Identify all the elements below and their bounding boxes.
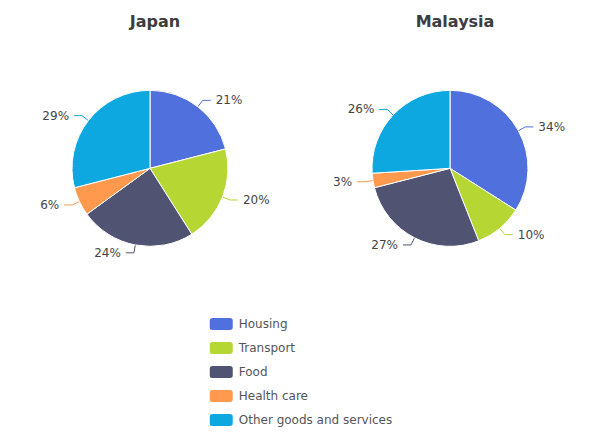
svg-text:6%: 6% xyxy=(40,198,59,212)
svg-text:27%: 27% xyxy=(371,238,398,252)
svg-text:29%: 29% xyxy=(42,109,69,123)
svg-text:Transport: Transport xyxy=(238,341,296,355)
svg-text:Health care: Health care xyxy=(239,389,308,403)
svg-text:21%: 21% xyxy=(216,93,243,107)
svg-text:Japan: Japan xyxy=(129,12,180,31)
svg-text:20%: 20% xyxy=(243,193,270,207)
svg-text:Other goods and services: Other goods and services xyxy=(239,413,393,427)
svg-text:3%: 3% xyxy=(333,175,352,189)
svg-text:24%: 24% xyxy=(94,246,121,260)
svg-text:34%: 34% xyxy=(538,120,565,134)
svg-text:10%: 10% xyxy=(518,228,545,242)
svg-text:Food: Food xyxy=(239,365,268,379)
svg-text:26%: 26% xyxy=(348,102,375,116)
svg-text:Housing: Housing xyxy=(239,317,288,331)
svg-text:Malaysia: Malaysia xyxy=(416,12,495,31)
